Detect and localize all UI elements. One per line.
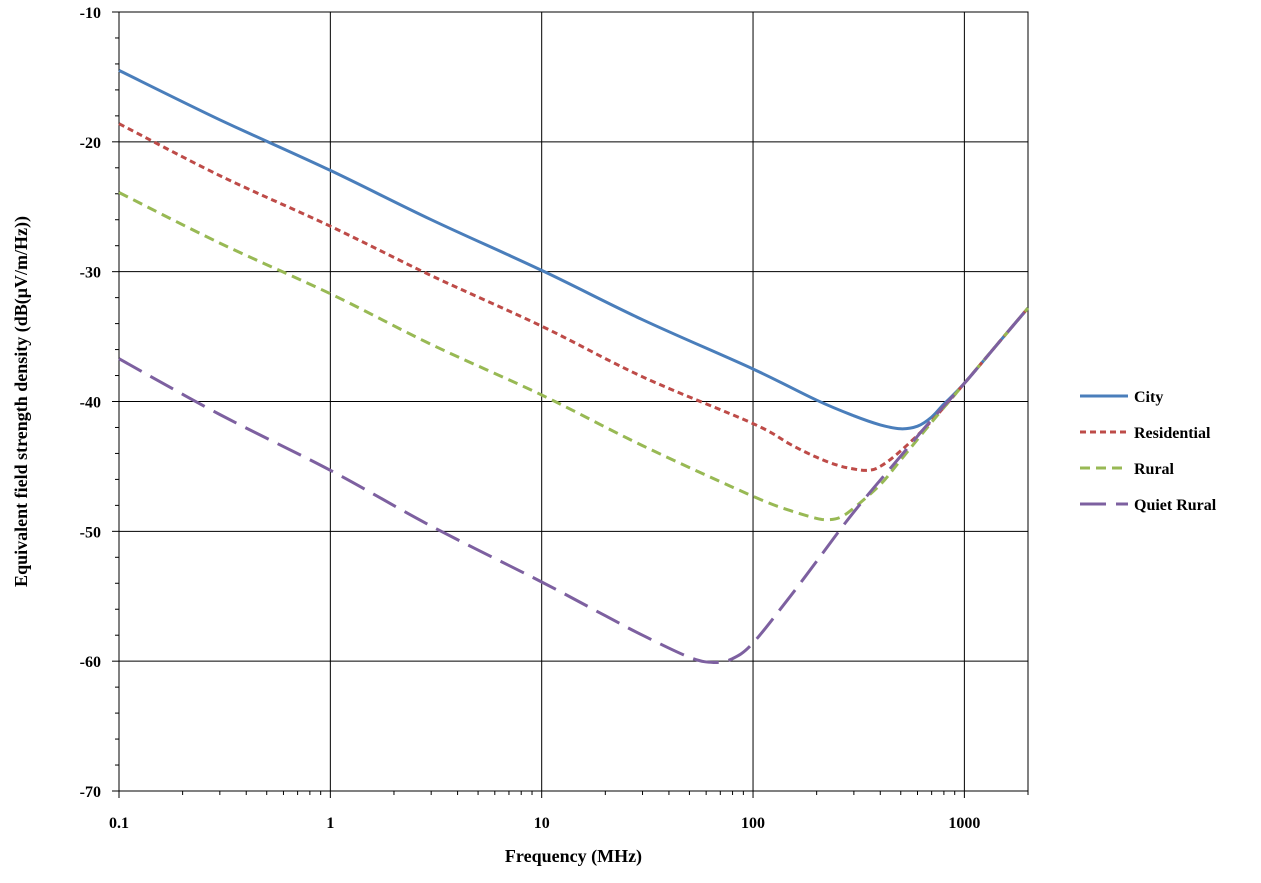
y-tick-label: -60 [80,654,101,671]
legend: City Residential Rural Quiet Rural [1080,389,1217,514]
legend-label: Quiet Rural [1134,497,1217,514]
x-tick-labels: 0.1 1 10 100 1000 [109,815,980,832]
x-axis-title: Frequency (MHz) [505,846,642,867]
x-tick-label: 10 [534,815,550,832]
y-tick-label: -30 [80,265,101,282]
x-tick-label: 0.1 [109,815,129,832]
grid-lines [118,11,1028,792]
legend-label: City [1134,389,1163,406]
y-tick-label: -70 [80,784,101,801]
legend-label: Rural [1134,461,1175,478]
y-tick-label: -10 [80,5,101,22]
y-tick-label: -20 [80,135,101,152]
series-line-residential [118,122,1030,472]
x-tick-label: 100 [741,815,765,832]
series-line-rural [118,191,1030,522]
axis-minor-ticks [112,11,1029,798]
y-axis-title: Equivalent field strength density (dB(μV… [11,216,32,587]
x-tick-label: 1000 [948,815,980,832]
legend-label: Residential [1134,425,1211,442]
y-tick-label: -50 [80,524,101,541]
y-tick-label: -40 [80,395,101,412]
series-lines [118,69,1030,665]
series-line-city [118,69,1030,431]
y-tick-labels: -70 -60 -50 -40 -30 -20 -10 [80,5,101,801]
series-line-quiet-rural [118,307,1030,665]
x-tick-label: 1 [326,815,334,832]
